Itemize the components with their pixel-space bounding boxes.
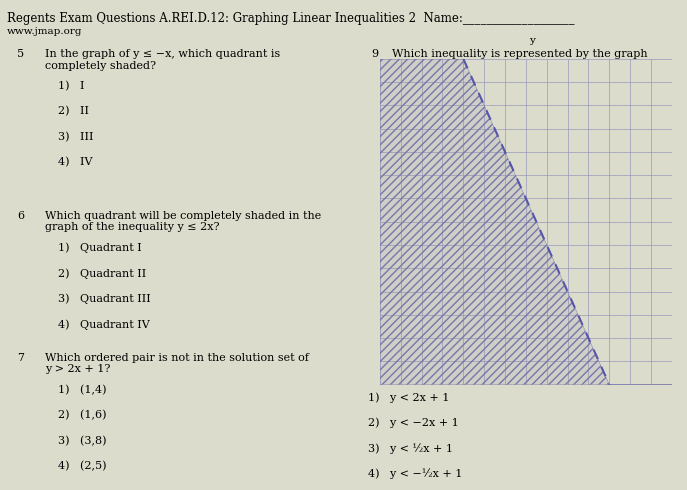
Text: 4)   Quadrant IV: 4) Quadrant IV (58, 319, 150, 330)
Text: 1)   I: 1) I (58, 81, 85, 91)
Text: 3)   y < ½x + 1: 3) y < ½x + 1 (368, 443, 453, 454)
Text: 4)   IV: 4) IV (58, 157, 93, 168)
Text: In the graph of y ≤ −x, which quadrant is
completely shaded?: In the graph of y ≤ −x, which quadrant i… (45, 49, 280, 71)
Text: 1)   y < 2x + 1: 1) y < 2x + 1 (368, 392, 449, 403)
Text: Which ordered pair is not in the solution set of
y > 2x + 1?: Which ordered pair is not in the solutio… (45, 353, 308, 374)
Text: Which inequality is represented by the graph
below?: Which inequality is represented by the g… (392, 49, 647, 71)
Text: 1)   Quadrant I: 1) Quadrant I (58, 243, 142, 253)
Text: Regents Exam Questions A.REI.D.12: Graphing Linear Inequalities 2  Name:________: Regents Exam Questions A.REI.D.12: Graph… (7, 12, 574, 25)
Text: 4)   y < −½x + 1: 4) y < −½x + 1 (368, 468, 462, 479)
Text: 3)   Quadrant III: 3) Quadrant III (58, 294, 151, 304)
Text: Which quadrant will be completely shaded in the
graph of the inequality y ≤ 2x?: Which quadrant will be completely shaded… (45, 211, 321, 232)
Text: 6: 6 (17, 211, 24, 220)
Text: 2)   Quadrant II: 2) Quadrant II (58, 268, 146, 279)
Text: 2)   y < −2x + 1: 2) y < −2x + 1 (368, 417, 458, 428)
Text: 9: 9 (371, 49, 378, 59)
Text: www.jmap.org: www.jmap.org (7, 27, 82, 36)
Text: 7: 7 (17, 353, 24, 363)
Text: y: y (529, 36, 535, 45)
Text: 2)   II: 2) II (58, 106, 89, 117)
Text: 5: 5 (17, 49, 24, 59)
Text: 4)   (2,5): 4) (2,5) (58, 461, 107, 471)
Polygon shape (380, 59, 672, 385)
Text: 3)   (3,8): 3) (3,8) (58, 436, 107, 446)
Text: 2)   (1,6): 2) (1,6) (58, 410, 107, 420)
Text: 3)   III: 3) III (58, 132, 94, 142)
Text: 1)   (1,4): 1) (1,4) (58, 385, 107, 395)
